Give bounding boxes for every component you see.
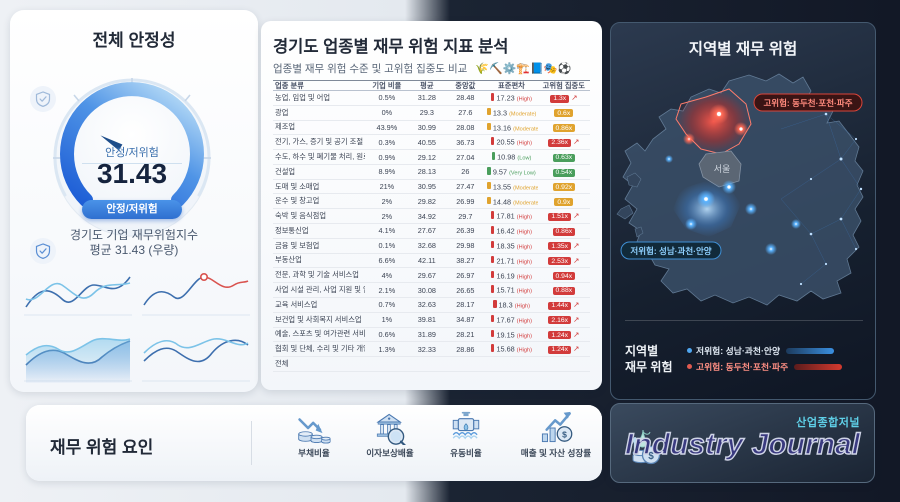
svg-text:$: $ (562, 429, 567, 439)
svg-text:서울: 서울 (714, 164, 731, 174)
svg-text:고위험: 동두천·포천·파주: 고위험: 동두천·포천·파주 (763, 98, 852, 108)
svg-text:저위험: 성남·과천·안양: 저위험: 성남·과천·안양 (630, 246, 711, 256)
